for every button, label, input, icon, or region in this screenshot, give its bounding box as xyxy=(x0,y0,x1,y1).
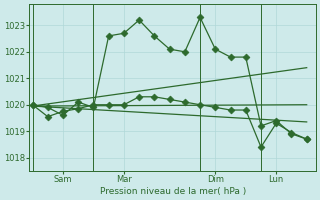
X-axis label: Pression niveau de la mer( hPa ): Pression niveau de la mer( hPa ) xyxy=(100,187,246,196)
